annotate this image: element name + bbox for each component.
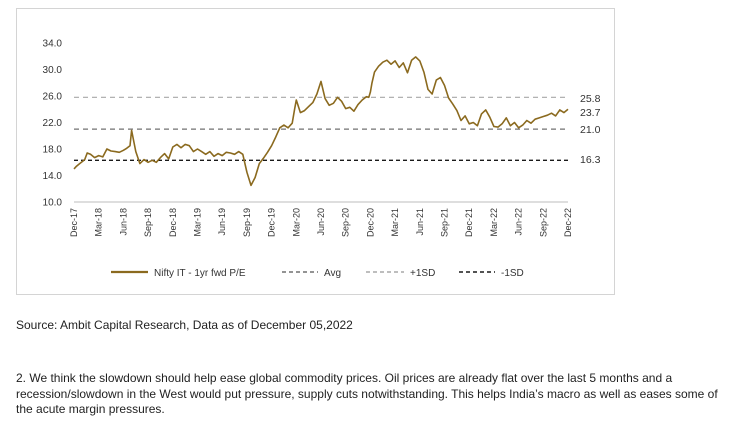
x-tick-label: Mar-18 (94, 208, 104, 237)
x-tick-label: Mar-22 (489, 208, 499, 237)
right-value-label: 21.0 (580, 124, 601, 136)
x-tick-label: Mar-21 (390, 208, 400, 237)
x-tick-label: Sep-21 (440, 208, 450, 237)
y-axis-ticks: 10.0 14.0 18.0 22.0 26.0 30.0 34.0 (43, 39, 63, 209)
x-tick-label: Sep-22 (538, 208, 548, 237)
series-line-nifty-it (73, 56, 569, 187)
body-paragraph: 2. We think the slowdown should help eas… (16, 371, 718, 416)
x-tick-label: Dec-20 (365, 208, 375, 237)
right-value-label: 16.3 (580, 154, 601, 166)
x-tick-label: Jun-20 (316, 208, 326, 236)
x-tick-label: Jun-21 (415, 208, 425, 236)
series-lines (73, 56, 569, 187)
x-axis-ticks: Dec-17 Mar-18 Jun-18 Sep-18 Dec-18 Mar-19 Jun-… (69, 208, 573, 237)
x-tick-label: Jun-22 (514, 208, 524, 236)
x-tick-label: Sep-19 (242, 208, 252, 237)
legend-label: Nifty IT - 1yr fwd P/E (154, 268, 246, 279)
source-note: Source: Ambit Capital Research, Data as … (16, 318, 353, 332)
pe-chart: 10.0 14.0 18.0 22.0 26.0 30.0 34.0 Dec-17 Mar-1… (43, 39, 601, 280)
x-tick-label: Dec-17 (69, 208, 79, 237)
x-tick-label: Dec-19 (267, 208, 277, 237)
x-tick-label: Dec-22 (563, 208, 573, 237)
right-value-label: 23.7 (580, 107, 601, 119)
y-tick-label: 22.0 (43, 118, 63, 129)
y-tick-label: 34.0 (43, 39, 63, 50)
legend-label: -1SD (501, 268, 524, 279)
legend-label: +1SD (410, 268, 435, 279)
y-tick-label: 26.0 (43, 92, 63, 103)
x-tick-label: Mar-20 (291, 208, 301, 237)
x-tick-label: Sep-20 (341, 208, 351, 237)
y-tick-label: 30.0 (43, 65, 63, 76)
y-tick-label: 18.0 (43, 145, 63, 156)
chart-frame (16, 8, 615, 295)
x-tick-label: Sep-18 (143, 208, 153, 237)
x-tick-label: Dec-21 (464, 208, 474, 237)
legend: Nifty IT - 1yr fwd P/E Avg +1SD -1SD (111, 268, 524, 279)
right-value-labels: 25.8 23.7 21.0 16.3 (580, 93, 601, 166)
y-tick-label: 10.0 (43, 198, 63, 209)
right-value-label: 25.8 (580, 93, 601, 105)
x-tick-label: Dec-18 (168, 208, 178, 237)
y-tick-label: 14.0 (43, 171, 63, 182)
x-tick-label: Jun-19 (217, 208, 227, 236)
reference-lines (74, 96, 568, 161)
legend-label: Avg (324, 268, 341, 279)
x-tick-label: Jun-18 (118, 208, 128, 236)
x-tick-label: Mar-19 (193, 208, 203, 237)
